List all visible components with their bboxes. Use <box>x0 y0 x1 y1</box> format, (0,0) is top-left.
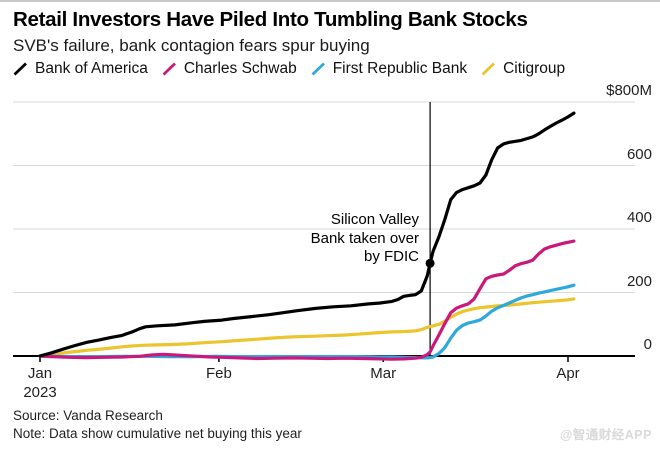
annotation-line: Silicon Valley <box>330 211 419 228</box>
legend-item-citigroup: Citigroup <box>481 60 565 78</box>
legend-label: Bank of America <box>35 60 148 77</box>
series-line-charles-schwab <box>38 239 576 361</box>
chart-title: Retail Investors Have Piled Into Tumblin… <box>13 8 528 31</box>
chart-subtitle: SVB's failure, bank contagion fears spur… <box>13 36 370 55</box>
annotation-line: Bank taken over <box>310 229 419 247</box>
event-marker-dot <box>425 258 435 268</box>
line-swatch-icon <box>162 62 176 76</box>
line-swatch-icon <box>481 62 496 76</box>
annotation-line: by FDIC <box>363 248 419 265</box>
line-swatch-icon <box>311 62 325 76</box>
legend: Bank of America Charles Schwab First Rep… <box>13 60 565 78</box>
legend-label: First Republic Bank <box>332 60 468 77</box>
watermark-text: @智通财经APP <box>560 428 652 442</box>
series-line-bank-of-america <box>38 111 576 358</box>
legend-label: Charles Schwab <box>183 60 297 77</box>
series-line-citigroup <box>38 297 576 358</box>
line-swatch-icon <box>13 62 27 76</box>
note-text: Note: Data show cumulative net buying th… <box>13 426 302 441</box>
legend-item-first-republic-bank: First Republic Bank <box>311 60 467 78</box>
svb-event-annotation: Silicon Valley Bank taken over by FDIC <box>311 211 419 267</box>
legend-label: Citigroup <box>503 60 566 77</box>
legend-item-bank-of-america: Bank of America <box>13 60 148 78</box>
top-border <box>0 0 660 2</box>
legend-item-charles-schwab: Charles Schwab <box>162 60 297 78</box>
source-text: Source: Vanda Research <box>13 408 163 423</box>
